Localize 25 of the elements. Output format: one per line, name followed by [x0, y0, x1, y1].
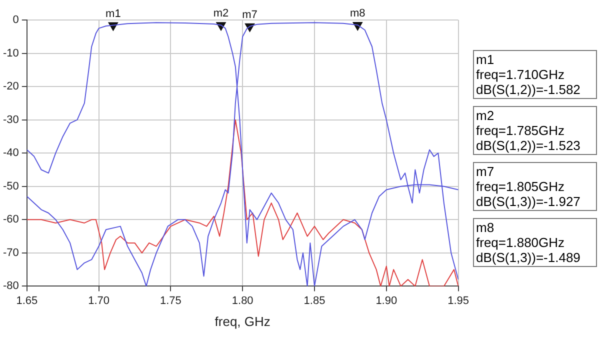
annotation: m8	[350, 7, 366, 20]
annotation: m1	[106, 8, 121, 20]
x-tick-label: 1.70	[88, 294, 110, 307]
text: m7 freq=1.805GHz dB(S(1,3))=-1.927	[476, 164, 594, 209]
x-tick-label: 1.90	[376, 294, 398, 307]
x-tick-label: 1.85	[304, 294, 326, 307]
y-tick-label: -70	[2, 246, 19, 259]
y-tick-label: -80	[2, 280, 19, 292]
x-tick-label: 1.80	[232, 294, 254, 307]
annotation: m2	[213, 8, 229, 20]
x-axis-title: freq, GHz	[214, 314, 270, 329]
x-tick-label: 1.95	[448, 294, 470, 307]
y-tick-label: -50	[2, 180, 19, 192]
x-tick-label: 1.65	[16, 294, 38, 307]
y-tick-label: -30	[2, 114, 19, 126]
text: m1 freq=1.710GHz dB(S(1,2))=-1.582	[476, 52, 594, 97]
text: m8 freq=1.880GHz dB(S(1,3))=-1.489	[476, 220, 594, 265]
y-tick-label: -20	[2, 80, 19, 93]
annotation: m7	[242, 8, 258, 21]
y-tick-label: -10	[2, 47, 19, 60]
x-tick-label: 1.75	[160, 294, 182, 307]
text: m2 freq=1.785GHz dB(S(1,2))=-1.523	[476, 108, 594, 153]
y-tick-label: -60	[2, 214, 19, 226]
y-tick-label: 0	[12, 14, 19, 26]
y-tick-label: -40	[2, 147, 19, 160]
